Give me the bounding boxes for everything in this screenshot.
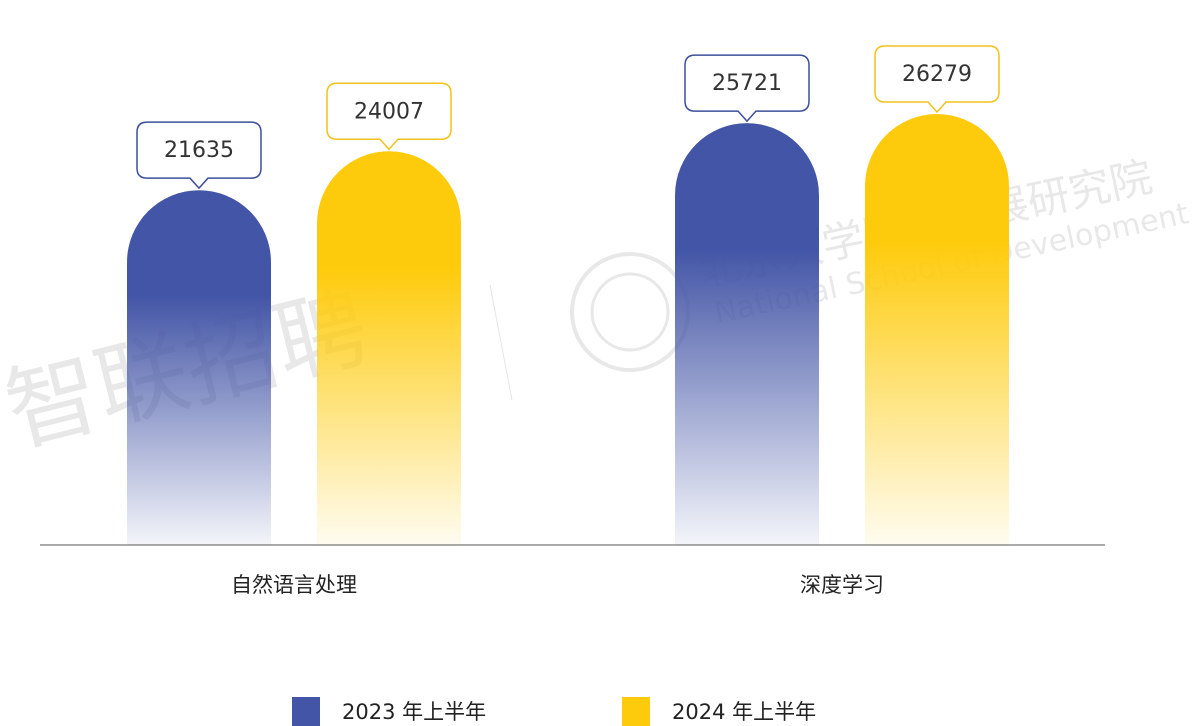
- bar: [865, 114, 1009, 545]
- data-label: 25721: [712, 71, 782, 96]
- watermark-divider: [489, 284, 513, 401]
- watermark-seal: [590, 272, 670, 352]
- legend-swatch: [292, 697, 320, 726]
- x-tick-label: 深度学习: [800, 573, 884, 597]
- value-callout: [136, 121, 262, 190]
- bar: [675, 123, 819, 546]
- data-label: 21635: [164, 138, 234, 163]
- data-label: 24007: [354, 99, 424, 124]
- bar: [317, 151, 461, 545]
- value-callout: [326, 82, 452, 151]
- value-callout: [684, 54, 810, 123]
- legend-swatch: [622, 697, 650, 726]
- watermark-seal: [570, 252, 690, 372]
- legend-label: 2024 年上半年: [672, 700, 816, 724]
- x-tick-label: 自然语言处理: [231, 573, 357, 597]
- data-label: 26279: [902, 62, 972, 87]
- value-callout: [874, 45, 1000, 114]
- bar: [127, 190, 271, 545]
- legend-label: 2023 年上半年: [342, 700, 486, 724]
